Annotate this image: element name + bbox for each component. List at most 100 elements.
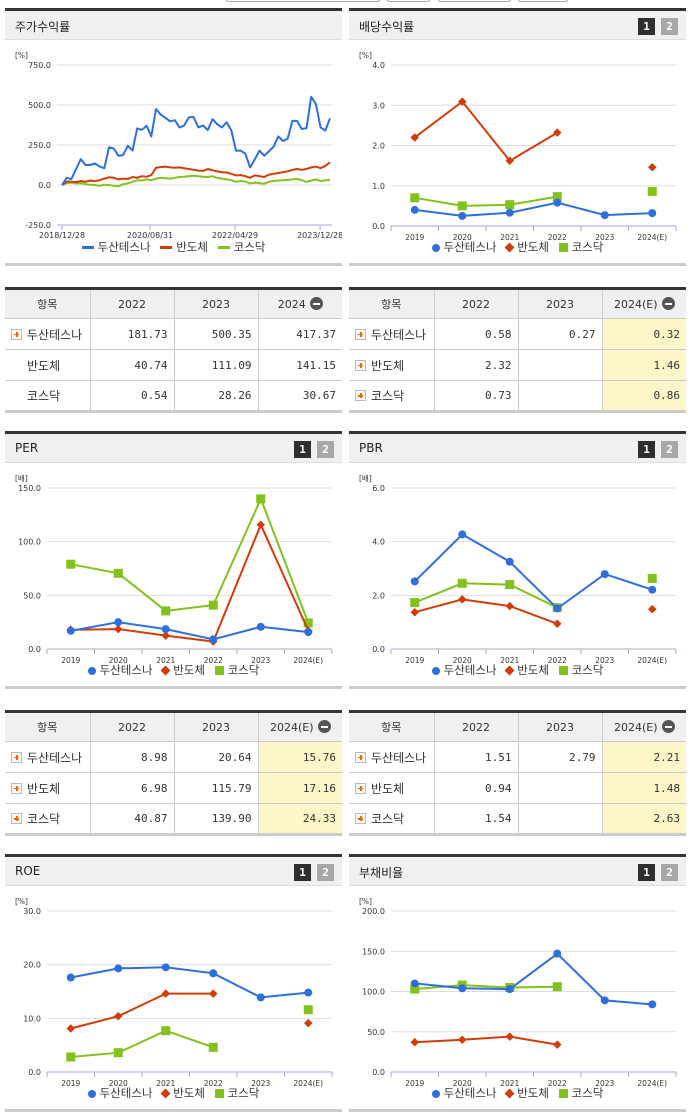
cell: [518, 349, 603, 381]
panel-title: 부채비율: [359, 866, 404, 880]
page-2-button[interactable]: 2: [661, 864, 678, 881]
svg-text:2019: 2019: [405, 1079, 424, 1088]
svg-text:2019: 2019: [61, 1079, 80, 1088]
svg-text:0.0: 0.0: [28, 1068, 41, 1077]
expand-plus-icon[interactable]: [355, 328, 366, 340]
panel-header: 주가수익률: [5, 8, 342, 40]
legend-item-market[interactable]: 코스닥: [558, 239, 603, 255]
collapse-icon[interactable]: [317, 720, 331, 733]
svg-text:2021: 2021: [156, 656, 175, 665]
roe-chart: [%] 0.0 10.0 20.0 30.0 2019 2020 2021 2022 2023 20…: [5, 886, 342, 1112]
circle-marker-icon: [87, 666, 96, 675]
table-row: 코스닥 1.54 2.63: [349, 803, 686, 835]
legend-item-company[interactable]: 두산테스나: [81, 239, 151, 255]
legend-item-industry[interactable]: 반도체: [160, 239, 208, 255]
toolbar-button[interactable]: [225, 0, 381, 2]
expand-plus-icon[interactable]: [355, 813, 366, 824]
cell: 1.51: [434, 741, 519, 773]
page-2-button[interactable]: 2: [661, 441, 678, 458]
legend-item-company[interactable]: 두산테스나: [87, 1085, 153, 1101]
svg-text:2023: 2023: [595, 233, 614, 242]
page-2-button[interactable]: 2: [317, 864, 334, 881]
svg-text:2022: 2022: [548, 233, 567, 242]
expand-plus-icon[interactable]: [11, 813, 22, 824]
page-1-button[interactable]: 1: [294, 441, 311, 458]
line-chart: [배] 0.0 50.0 100.0 150.0 2019 2020 2021 2022 2023…: [15, 474, 333, 665]
legend-item-industry[interactable]: 반도체: [504, 662, 549, 678]
svg-text:[배]: [배]: [15, 474, 28, 483]
svg-text:2020: 2020: [453, 233, 472, 242]
svg-text:-250.0: -250.0: [25, 221, 51, 230]
svg-text:2024(E): 2024(E): [637, 1079, 667, 1088]
svg-text:2019: 2019: [61, 656, 80, 665]
toolbar-button[interactable]: [517, 0, 569, 2]
expand-plus-icon[interactable]: [355, 359, 366, 371]
legend-item-company[interactable]: 두산테스나: [431, 662, 497, 678]
legend-item-industry[interactable]: 반도체: [160, 1085, 205, 1101]
expand-plus-icon[interactable]: [355, 751, 366, 763]
table-row: 두산테스나 0.58 0.27 0.32: [349, 318, 686, 350]
toolbar-button[interactable]: [386, 0, 431, 2]
legend-item-market[interactable]: 코스닥: [558, 1085, 603, 1101]
legend-item-market[interactable]: 코스닥: [214, 662, 259, 678]
legend-item-industry[interactable]: 반도체: [504, 239, 549, 255]
svg-text:30.0: 30.0: [23, 907, 41, 916]
page-2-button[interactable]: 2: [317, 441, 334, 458]
expand-plus-icon[interactable]: [11, 782, 22, 794]
page-1-button[interactable]: 1: [638, 441, 655, 458]
svg-text:100.0: 100.0: [18, 538, 41, 547]
legend-item-market[interactable]: 코스닥: [217, 239, 265, 255]
panel-title: PBR: [359, 441, 383, 455]
collapse-icon[interactable]: [661, 297, 675, 310]
page-1-button[interactable]: 1: [294, 864, 311, 881]
row-label: 반도체: [349, 772, 435, 804]
col-header-item: 항목: [349, 288, 435, 319]
collapse-icon[interactable]: [309, 297, 323, 310]
svg-text:10.0: 10.0: [23, 1014, 41, 1023]
cell: 181.73: [90, 318, 175, 350]
svg-text:2020: 2020: [109, 1079, 128, 1088]
legend-item-industry[interactable]: 반도체: [504, 1085, 549, 1101]
stock-return-table: 항목 2022 2023 2024 두산테스나 181.73 500.35 41…: [5, 287, 342, 413]
expand-plus-icon[interactable]: [11, 328, 22, 340]
svg-text:3.0: 3.0: [372, 101, 385, 110]
legend-item-market[interactable]: 코스닥: [558, 662, 603, 678]
circle-marker-icon: [431, 666, 440, 675]
collapse-icon[interactable]: [661, 720, 675, 733]
legend-item-company[interactable]: 두산테스나: [431, 239, 497, 255]
expand-plus-icon[interactable]: [11, 751, 22, 763]
col-header-2022: 2022: [434, 711, 519, 742]
col-header-2023: 2023: [174, 711, 259, 742]
row-label: 코스닥: [5, 803, 91, 835]
svg-text:2022: 2022: [548, 656, 567, 665]
svg-text:2018/12/28: 2018/12/28: [39, 231, 85, 240]
diamond-marker-icon: [504, 242, 515, 253]
legend-item-company[interactable]: 두산테스나: [87, 662, 153, 678]
svg-text:4.0: 4.0: [372, 538, 385, 547]
svg-text:500.0: 500.0: [28, 101, 51, 110]
expand-plus-icon[interactable]: [355, 390, 366, 401]
legend-item-market[interactable]: 코스닥: [214, 1085, 259, 1101]
square-marker-icon: [214, 666, 224, 675]
col-header-2023: 2023: [518, 288, 603, 319]
svg-text:250.0: 250.0: [28, 141, 51, 150]
cell: 1.54: [434, 803, 519, 835]
page-1-button[interactable]: 1: [638, 18, 655, 35]
toolbar-button[interactable]: [437, 0, 512, 2]
panel-header: ROE 1 2: [5, 854, 342, 886]
legend-item-company[interactable]: 두산테스나: [431, 1085, 497, 1101]
cell-estimate: 0.86: [602, 380, 686, 412]
chart-legend: 두산테스나 반도체 코스닥: [349, 662, 686, 678]
page-2-button[interactable]: 2: [661, 18, 678, 35]
page-1-button[interactable]: 1: [638, 864, 655, 881]
expand-plus-icon[interactable]: [355, 782, 366, 794]
debt-ratio-chart: [%] 0.0 50.0 100.0 150.0 200.0 2019 2020 2021 202…: [349, 886, 686, 1112]
line-marker-icon: [217, 246, 230, 249]
table-row: 코스닥 0.73 0.86: [349, 380, 686, 412]
legend-item-industry[interactable]: 반도체: [160, 662, 205, 678]
svg-text:4.0: 4.0: [372, 61, 385, 70]
panel-title: 주가수익률: [15, 20, 71, 34]
svg-text:2.0: 2.0: [372, 142, 385, 151]
svg-text:2020: 2020: [109, 656, 128, 665]
svg-text:2023: 2023: [251, 656, 270, 665]
